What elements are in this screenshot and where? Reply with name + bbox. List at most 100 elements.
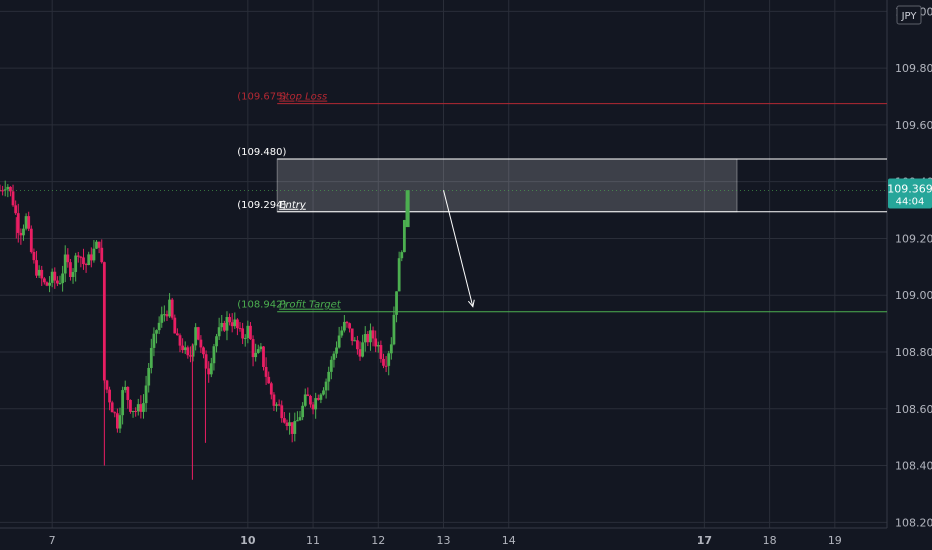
candle-body: [108, 389, 111, 403]
candle-body: [102, 262, 106, 381]
level-name-label: Profit Target: [279, 300, 342, 311]
candle-body: [115, 413, 119, 429]
candle-body: [24, 216, 28, 229]
candle-body: [155, 330, 158, 334]
candle-body: [162, 314, 166, 316]
candle-body: [207, 368, 211, 375]
candle-body: [27, 216, 31, 229]
candle-body: [290, 422, 294, 434]
candle-body: [282, 418, 286, 423]
candle-body: [350, 328, 354, 341]
candle-body: [366, 334, 370, 343]
candle-body: [382, 358, 385, 366]
y-tick-label: 109.000: [895, 289, 932, 302]
candle-body: [337, 335, 341, 348]
candle-body: [191, 345, 195, 357]
candle-body: [254, 352, 258, 358]
candle-body: [303, 394, 307, 406]
candle-body: [40, 269, 44, 279]
candle-body: [144, 385, 148, 404]
candle-body: [285, 422, 289, 426]
candle-body: [348, 323, 351, 329]
candle-body: [3, 189, 7, 191]
candle-body: [181, 345, 185, 351]
price-badge: [888, 178, 932, 209]
candle-body: [11, 191, 15, 206]
candle-body: [69, 262, 72, 277]
x-tick-label: 12: [371, 534, 385, 547]
x-tick-label: 19: [828, 534, 842, 547]
candle-body: [178, 335, 182, 346]
candle-body: [298, 417, 302, 421]
y-tick-label: 109.200: [895, 232, 932, 245]
candle-body: [95, 241, 98, 249]
candle-body: [160, 314, 164, 323]
candle-body: [306, 394, 310, 396]
level-name-label: Entry: [279, 200, 307, 211]
y-tick-label: 108.800: [895, 346, 932, 359]
candle-body: [32, 251, 36, 261]
candle-body: [37, 269, 41, 276]
currency-button-label: JPY: [901, 11, 918, 22]
x-tick-label: 18: [763, 534, 777, 547]
candle-body: [316, 398, 320, 400]
candle-body: [48, 282, 51, 286]
forecast-arrow[interactable]: [443, 190, 474, 307]
candle-body: [319, 394, 323, 400]
candle-body: [149, 347, 153, 368]
candle-body: [275, 404, 278, 406]
candle-body: [131, 410, 135, 412]
candle-body: [280, 405, 284, 419]
candle-body: [233, 319, 237, 327]
candle-body: [165, 314, 169, 317]
candle-body: [118, 415, 122, 429]
candle-body: [100, 247, 104, 263]
candle-body: [126, 386, 130, 400]
entry-zone-rect[interactable]: [276, 158, 738, 213]
candle-body: [63, 254, 67, 274]
candle-body: [241, 328, 245, 339]
candle-body: [92, 248, 96, 261]
x-tick-label: 7: [49, 534, 56, 547]
candle-body: [384, 365, 388, 367]
candle-body: [392, 314, 396, 345]
candle-body: [363, 334, 367, 343]
candle-body: [170, 299, 174, 318]
candle-body: [82, 257, 85, 265]
candle-body: [262, 346, 265, 367]
candle-body: [110, 402, 114, 413]
candle-body: [345, 321, 349, 324]
candle-body: [329, 359, 333, 372]
candle-body: [225, 317, 229, 331]
candle-body: [288, 422, 291, 426]
candle-body: [259, 346, 263, 350]
candle-body: [152, 333, 156, 348]
candle-body: [301, 405, 305, 418]
candle-body: [186, 347, 190, 356]
currency-button[interactable]: [896, 5, 922, 25]
candle-body: [395, 291, 398, 315]
candle-body: [389, 344, 393, 354]
candle-body: [199, 339, 203, 348]
candle-body: [246, 325, 250, 339]
candle-body: [400, 252, 404, 259]
candle-body: [272, 394, 276, 406]
candle-body: [369, 330, 372, 343]
x-tick-label: 11: [306, 534, 320, 547]
candle-body: [228, 317, 231, 323]
x-tick-label: 13: [437, 534, 451, 547]
candle-body: [183, 347, 187, 351]
candle-body: [296, 420, 299, 422]
candle-body: [371, 330, 375, 339]
candle-body: [22, 228, 25, 236]
price-badge-countdown: 44:04: [896, 196, 925, 207]
y-tick-label: 109.800: [895, 62, 932, 75]
candle-body: [157, 322, 161, 331]
candle-body: [212, 346, 216, 364]
candle-body: [189, 355, 192, 357]
candle-body: [204, 354, 208, 369]
x-tick-label: 10: [240, 534, 256, 547]
candle-body: [76, 255, 80, 257]
